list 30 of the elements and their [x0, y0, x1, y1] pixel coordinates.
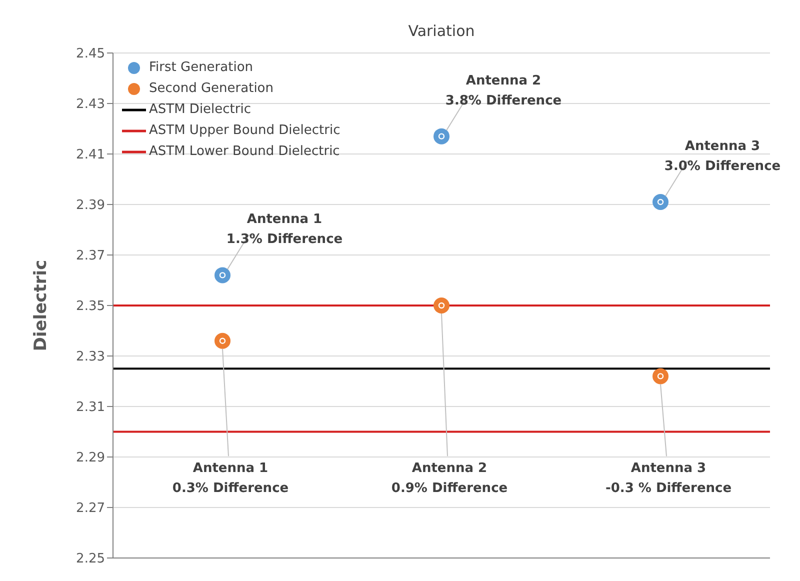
legend-label: ASTM Dielectric [149, 101, 252, 119]
annotation: Antenna 1 0.3% Difference [172, 461, 289, 496]
y-tick-label: 2.33 [76, 350, 105, 365]
y-tick-label: 2.25 [76, 552, 105, 567]
point [214, 267, 230, 284]
y-tick-label: 2.41 [76, 148, 105, 163]
y-tick-label: 2.45 [76, 46, 105, 62]
point [652, 368, 668, 384]
y-axis-title: Dielectric [31, 260, 52, 352]
annotation: Antenna 2 3.8% Difference [445, 73, 562, 108]
y-tick-label: 2.27 [76, 501, 105, 516]
y-tick-label: 2.43 [76, 97, 105, 112]
y-tick-label: 2.39 [76, 198, 105, 214]
chart-title: Variation [407, 22, 476, 40]
y-tick-label: 2.31 [76, 400, 105, 416]
point [434, 128, 450, 144]
annotation: Antenna 2 0.9% Difference [391, 461, 508, 496]
annotation: Antenna 3 3.0% Difference [664, 138, 781, 174]
point [214, 332, 230, 349]
y-tick-label: 2.35 [76, 299, 105, 314]
legend-label: Second Generation [149, 80, 274, 98]
annotation: Antenna 3 -0.3 % Difference [605, 461, 732, 496]
y-tick-label: 2.37 [76, 248, 105, 264]
legend-label: First Generation [149, 59, 254, 77]
legend-label: ASTM Upper Bound Dielectric [149, 122, 340, 140]
point [434, 298, 450, 314]
legend-label: ASTM Lower Bound Dielectric [149, 143, 340, 161]
point [652, 194, 668, 210]
y-tick-label: 2.29 [76, 450, 105, 466]
annotation: Antenna 1 1.3% Difference [226, 212, 343, 248]
